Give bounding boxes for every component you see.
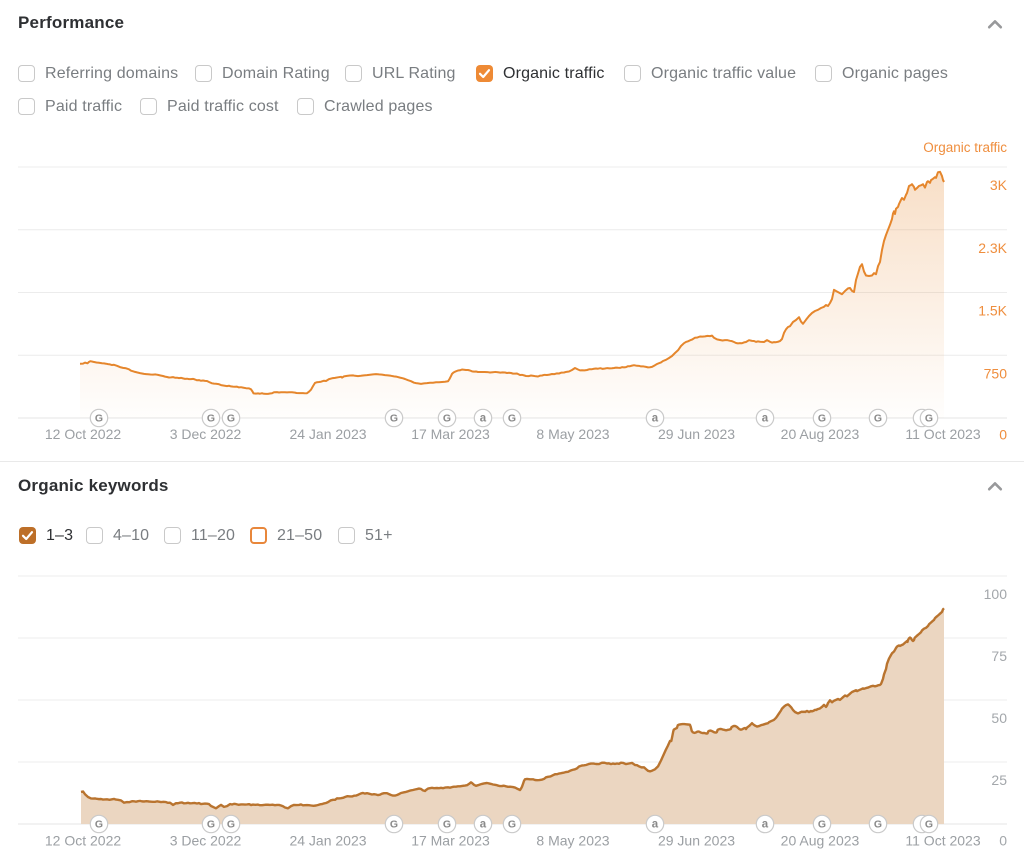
svg-text:2.3K: 2.3K bbox=[978, 240, 1007, 256]
svg-text:20 Aug 2023: 20 Aug 2023 bbox=[781, 426, 860, 442]
svg-text:a: a bbox=[762, 819, 769, 831]
svg-text:8 May 2023: 8 May 2023 bbox=[536, 833, 609, 849]
svg-text:G: G bbox=[207, 412, 215, 424]
svg-text:G: G bbox=[508, 412, 516, 424]
svg-text:G: G bbox=[925, 412, 933, 424]
svg-text:25: 25 bbox=[991, 772, 1007, 788]
svg-text:8 May 2023: 8 May 2023 bbox=[536, 426, 609, 442]
svg-text:G: G bbox=[207, 818, 215, 830]
svg-text:a: a bbox=[480, 819, 487, 831]
svg-text:a: a bbox=[762, 413, 769, 425]
svg-text:a: a bbox=[480, 413, 487, 425]
svg-text:20 Aug 2023: 20 Aug 2023 bbox=[781, 833, 860, 849]
svg-text:11 Oct 2023: 11 Oct 2023 bbox=[905, 426, 980, 442]
svg-text:3 Dec 2022: 3 Dec 2022 bbox=[170, 426, 242, 442]
svg-text:G: G bbox=[227, 412, 235, 424]
svg-text:G: G bbox=[227, 818, 235, 830]
svg-text:a: a bbox=[652, 413, 659, 425]
svg-text:3 Dec 2022: 3 Dec 2022 bbox=[170, 833, 242, 849]
svg-text:12 Oct 2022: 12 Oct 2022 bbox=[45, 833, 121, 849]
svg-text:Organic traffic: Organic traffic bbox=[923, 140, 1007, 155]
svg-text:G: G bbox=[443, 412, 451, 424]
svg-text:17 Mar 2023: 17 Mar 2023 bbox=[411, 426, 490, 442]
svg-text:G: G bbox=[818, 412, 826, 424]
svg-text:50: 50 bbox=[991, 710, 1007, 726]
svg-text:100: 100 bbox=[984, 586, 1008, 602]
svg-text:a: a bbox=[652, 819, 659, 831]
svg-text:G: G bbox=[95, 412, 103, 424]
svg-text:17 Mar 2023: 17 Mar 2023 bbox=[411, 833, 490, 849]
svg-text:3K: 3K bbox=[990, 177, 1008, 193]
svg-text:29 Jun 2023: 29 Jun 2023 bbox=[658, 426, 735, 442]
svg-text:29 Jun 2023: 29 Jun 2023 bbox=[658, 833, 735, 849]
svg-text:G: G bbox=[925, 818, 933, 830]
svg-text:750: 750 bbox=[984, 365, 1008, 381]
svg-text:G: G bbox=[508, 818, 516, 830]
svg-text:G: G bbox=[874, 818, 882, 830]
svg-text:G: G bbox=[818, 818, 826, 830]
svg-text:24 Jan 2023: 24 Jan 2023 bbox=[289, 833, 366, 849]
svg-text:24 Jan 2023: 24 Jan 2023 bbox=[289, 426, 366, 442]
svg-text:G: G bbox=[874, 412, 882, 424]
svg-text:75: 75 bbox=[991, 648, 1007, 664]
svg-text:0: 0 bbox=[999, 833, 1007, 849]
svg-text:0: 0 bbox=[999, 427, 1007, 443]
svg-text:12 Oct 2022: 12 Oct 2022 bbox=[45, 426, 121, 442]
svg-text:G: G bbox=[390, 412, 398, 424]
svg-text:G: G bbox=[443, 818, 451, 830]
svg-text:11 Oct 2023: 11 Oct 2023 bbox=[905, 833, 980, 849]
svg-text:1.5K: 1.5K bbox=[978, 303, 1007, 319]
svg-text:G: G bbox=[95, 818, 103, 830]
svg-text:G: G bbox=[390, 818, 398, 830]
